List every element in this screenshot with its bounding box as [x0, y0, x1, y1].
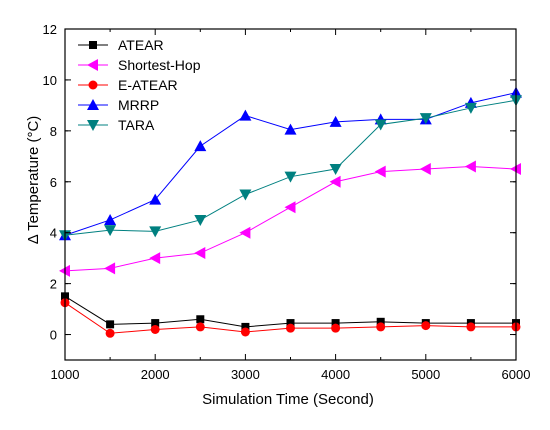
data-point-shortest-hop	[419, 163, 431, 176]
data-point-atear	[151, 319, 160, 328]
x-tick-label: 5000	[411, 367, 440, 382]
data-point-tara	[464, 102, 477, 114]
legend-item-mrrp: MRRP	[78, 97, 159, 113]
data-point-shortest-hop	[149, 252, 161, 265]
data-point-tara	[194, 214, 207, 226]
plot-area	[59, 86, 522, 338]
data-point-e-atear	[376, 322, 386, 332]
data-point-shortest-hop	[374, 165, 386, 178]
data-point-e-atear	[286, 323, 295, 333]
legend-item-atear: ATEAR	[78, 37, 164, 53]
y-tick-label: 4	[50, 226, 57, 241]
data-point-tara	[104, 225, 117, 237]
x-tick-label: 6000	[502, 367, 531, 382]
data-point-shortest-hop	[284, 201, 296, 214]
x-tick-label: 2000	[141, 367, 170, 382]
series-tara	[59, 95, 522, 242]
data-point-mrrp	[284, 123, 297, 135]
data-point-tara	[149, 226, 162, 238]
data-point-mrrp	[104, 213, 117, 225]
data-point-mrrp	[329, 115, 342, 127]
series-line-mrrp	[64, 92, 517, 236]
data-point-atear	[286, 319, 295, 328]
data-point-e-atear	[331, 323, 341, 333]
data-point-e-atear	[466, 322, 476, 332]
data-point-atear	[196, 315, 205, 324]
x-tick-label: 1000	[51, 367, 80, 382]
series-shortest-hop	[59, 160, 521, 277]
legend-marker	[87, 99, 99, 110]
legend-marker	[87, 120, 99, 131]
data-point-shortest-hop	[239, 226, 251, 239]
data-point-atear	[376, 317, 385, 326]
data-point-mrrp	[149, 193, 162, 205]
data-point-shortest-hop	[329, 175, 341, 188]
x-tick-label: 4000	[321, 367, 350, 382]
data-point-tara	[239, 189, 252, 201]
data-point-tara	[329, 164, 342, 176]
y-axis-title: Δ Temperature (°C)	[25, 116, 42, 245]
series-e-atear	[60, 298, 521, 338]
data-point-atear	[106, 320, 115, 329]
legend-item-e-atear: E-ATEAR	[78, 77, 178, 93]
legend-marker	[87, 59, 98, 71]
data-point-shortest-hop	[464, 160, 476, 173]
data-point-tara	[284, 171, 297, 183]
data-point-shortest-hop	[194, 247, 206, 260]
data-point-e-atear	[421, 321, 431, 331]
data-point-atear	[241, 322, 250, 331]
legend-label: E-ATEAR	[118, 77, 178, 93]
data-point-e-atear	[195, 322, 205, 332]
data-point-e-atear	[150, 324, 160, 334]
x-tick-label: 3000	[231, 367, 260, 382]
legend-label: ATEAR	[118, 37, 164, 53]
y-tick-label: 12	[43, 22, 57, 37]
y-tick-label: 6	[50, 175, 57, 190]
data-point-shortest-hop	[104, 262, 116, 275]
data-point-e-atear	[240, 327, 250, 337]
legend-item-shortest-hop: Shortest-Hop	[78, 57, 201, 73]
data-point-mrrp	[239, 109, 252, 121]
x-axis-title: Simulation Time (Second)	[202, 391, 374, 408]
y-tick-label: 2	[50, 277, 57, 292]
data-point-atear	[331, 319, 340, 328]
y-tick-label: 10	[43, 73, 57, 88]
legend: ATEAR Shortest-Hop E-ATEAR MRRP TARA	[78, 37, 201, 133]
legend-item-tara: TARA	[78, 117, 155, 133]
y-tick-label: 8	[50, 124, 57, 139]
data-point-e-atear	[105, 328, 115, 338]
y-tick-label: 0	[50, 328, 57, 343]
legend-marker	[88, 80, 98, 90]
legend-marker	[89, 41, 97, 49]
axes: 1000 2000 3000 4000 5000 6000 0 2 4 6 8 10 12	[43, 22, 531, 382]
legend-label: Shortest-Hop	[118, 57, 201, 73]
legend-label: TARA	[118, 117, 155, 133]
data-point-tara	[419, 113, 432, 125]
legend-label: MRRP	[118, 97, 159, 113]
data-point-mrrp	[194, 140, 207, 152]
data-point-tara	[374, 119, 387, 131]
